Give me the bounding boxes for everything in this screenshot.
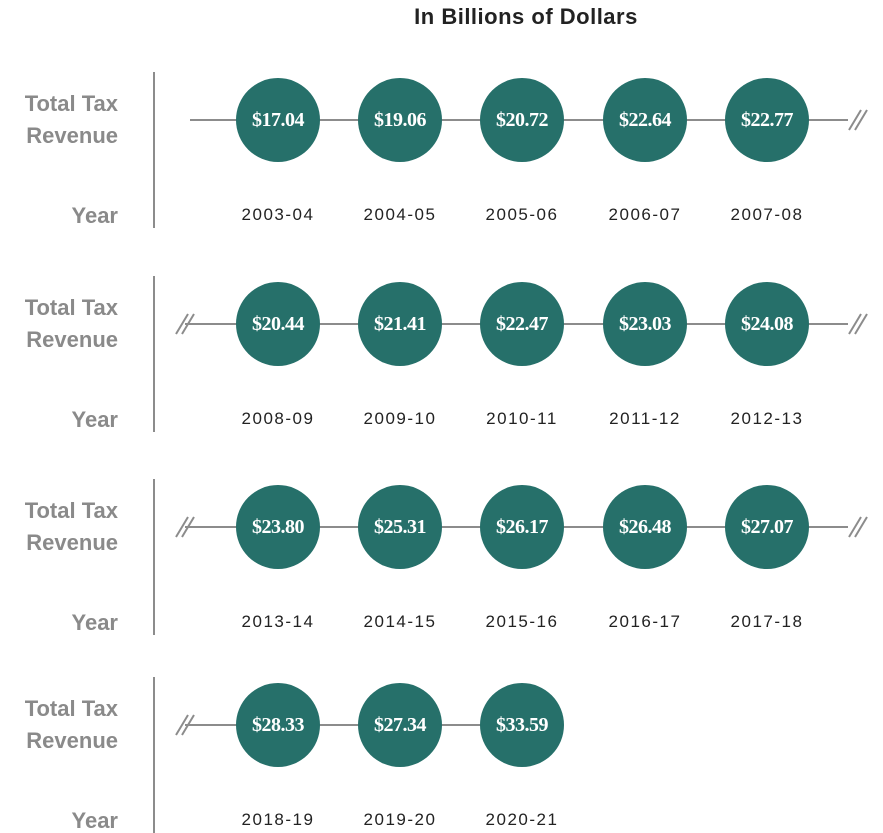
break-mark	[854, 313, 868, 335]
title: In Billions of Dollars	[414, 4, 638, 29]
year-label: 2009-10	[363, 409, 437, 428]
year-label: 2016-17	[608, 612, 682, 631]
value-circle: $26.17	[480, 485, 564, 569]
year-label: 2013-14	[241, 612, 315, 631]
year-label: 2010-11	[486, 409, 558, 428]
break-mark	[854, 516, 868, 538]
year-label: 2011-12	[609, 409, 681, 428]
break-mark	[181, 516, 195, 538]
value-circle: $24.08	[725, 282, 809, 366]
year-heading: Year	[71, 808, 119, 833]
break-mark	[175, 516, 189, 538]
year-label: 2006-07	[608, 205, 682, 224]
year-heading: Year	[71, 407, 119, 432]
year-label: 2007-08	[730, 205, 804, 224]
value-circle: $22.77	[725, 78, 809, 162]
break-mark	[848, 516, 862, 538]
value-circle: $25.31	[358, 485, 442, 569]
year-label: 2012-13	[730, 409, 804, 428]
value-circle: $19.06	[358, 78, 442, 162]
value-heading: Total Tax Revenue	[24, 498, 118, 555]
value-circle: $22.64	[603, 78, 687, 162]
year-label: 2003-04	[241, 205, 315, 224]
year-label: 2008-09	[241, 409, 315, 428]
break-mark	[848, 313, 862, 335]
value-circle: $21.41	[358, 282, 442, 366]
break-mark	[175, 313, 189, 335]
break-mark	[848, 109, 862, 131]
value-heading: Total Tax Revenue	[24, 295, 118, 352]
year-label: 2014-15	[363, 612, 437, 631]
value-circle: $22.47	[480, 282, 564, 366]
value-circle: $23.80	[236, 485, 320, 569]
value-circle: $20.72	[480, 78, 564, 162]
year-label: 2019-20	[363, 810, 437, 829]
year-label: 2017-18	[730, 612, 804, 631]
year-label: 2018-19	[241, 810, 315, 829]
value-circle: $26.48	[603, 485, 687, 569]
break-mark	[175, 714, 189, 736]
break-mark	[181, 714, 195, 736]
value-circle: $27.07	[725, 485, 809, 569]
value-circle: $33.59	[480, 683, 564, 767]
value-circle: $23.03	[603, 282, 687, 366]
year-heading: Year	[71, 203, 119, 228]
value-circle: $27.34	[358, 683, 442, 767]
year-label: 2015-16	[485, 612, 559, 631]
value-circle: $17.04	[236, 78, 320, 162]
year-label: 2020-21	[485, 810, 559, 829]
value-heading: Total Tax Revenue	[24, 91, 118, 148]
year-label: 2005-06	[485, 205, 559, 224]
value-heading: Total Tax Revenue	[24, 696, 118, 753]
year-heading: Year	[71, 610, 119, 635]
value-circle: $28.33	[236, 683, 320, 767]
break-mark	[181, 313, 195, 335]
year-label: 2004-05	[363, 205, 437, 224]
break-mark	[854, 109, 868, 131]
value-circle: $20.44	[236, 282, 320, 366]
